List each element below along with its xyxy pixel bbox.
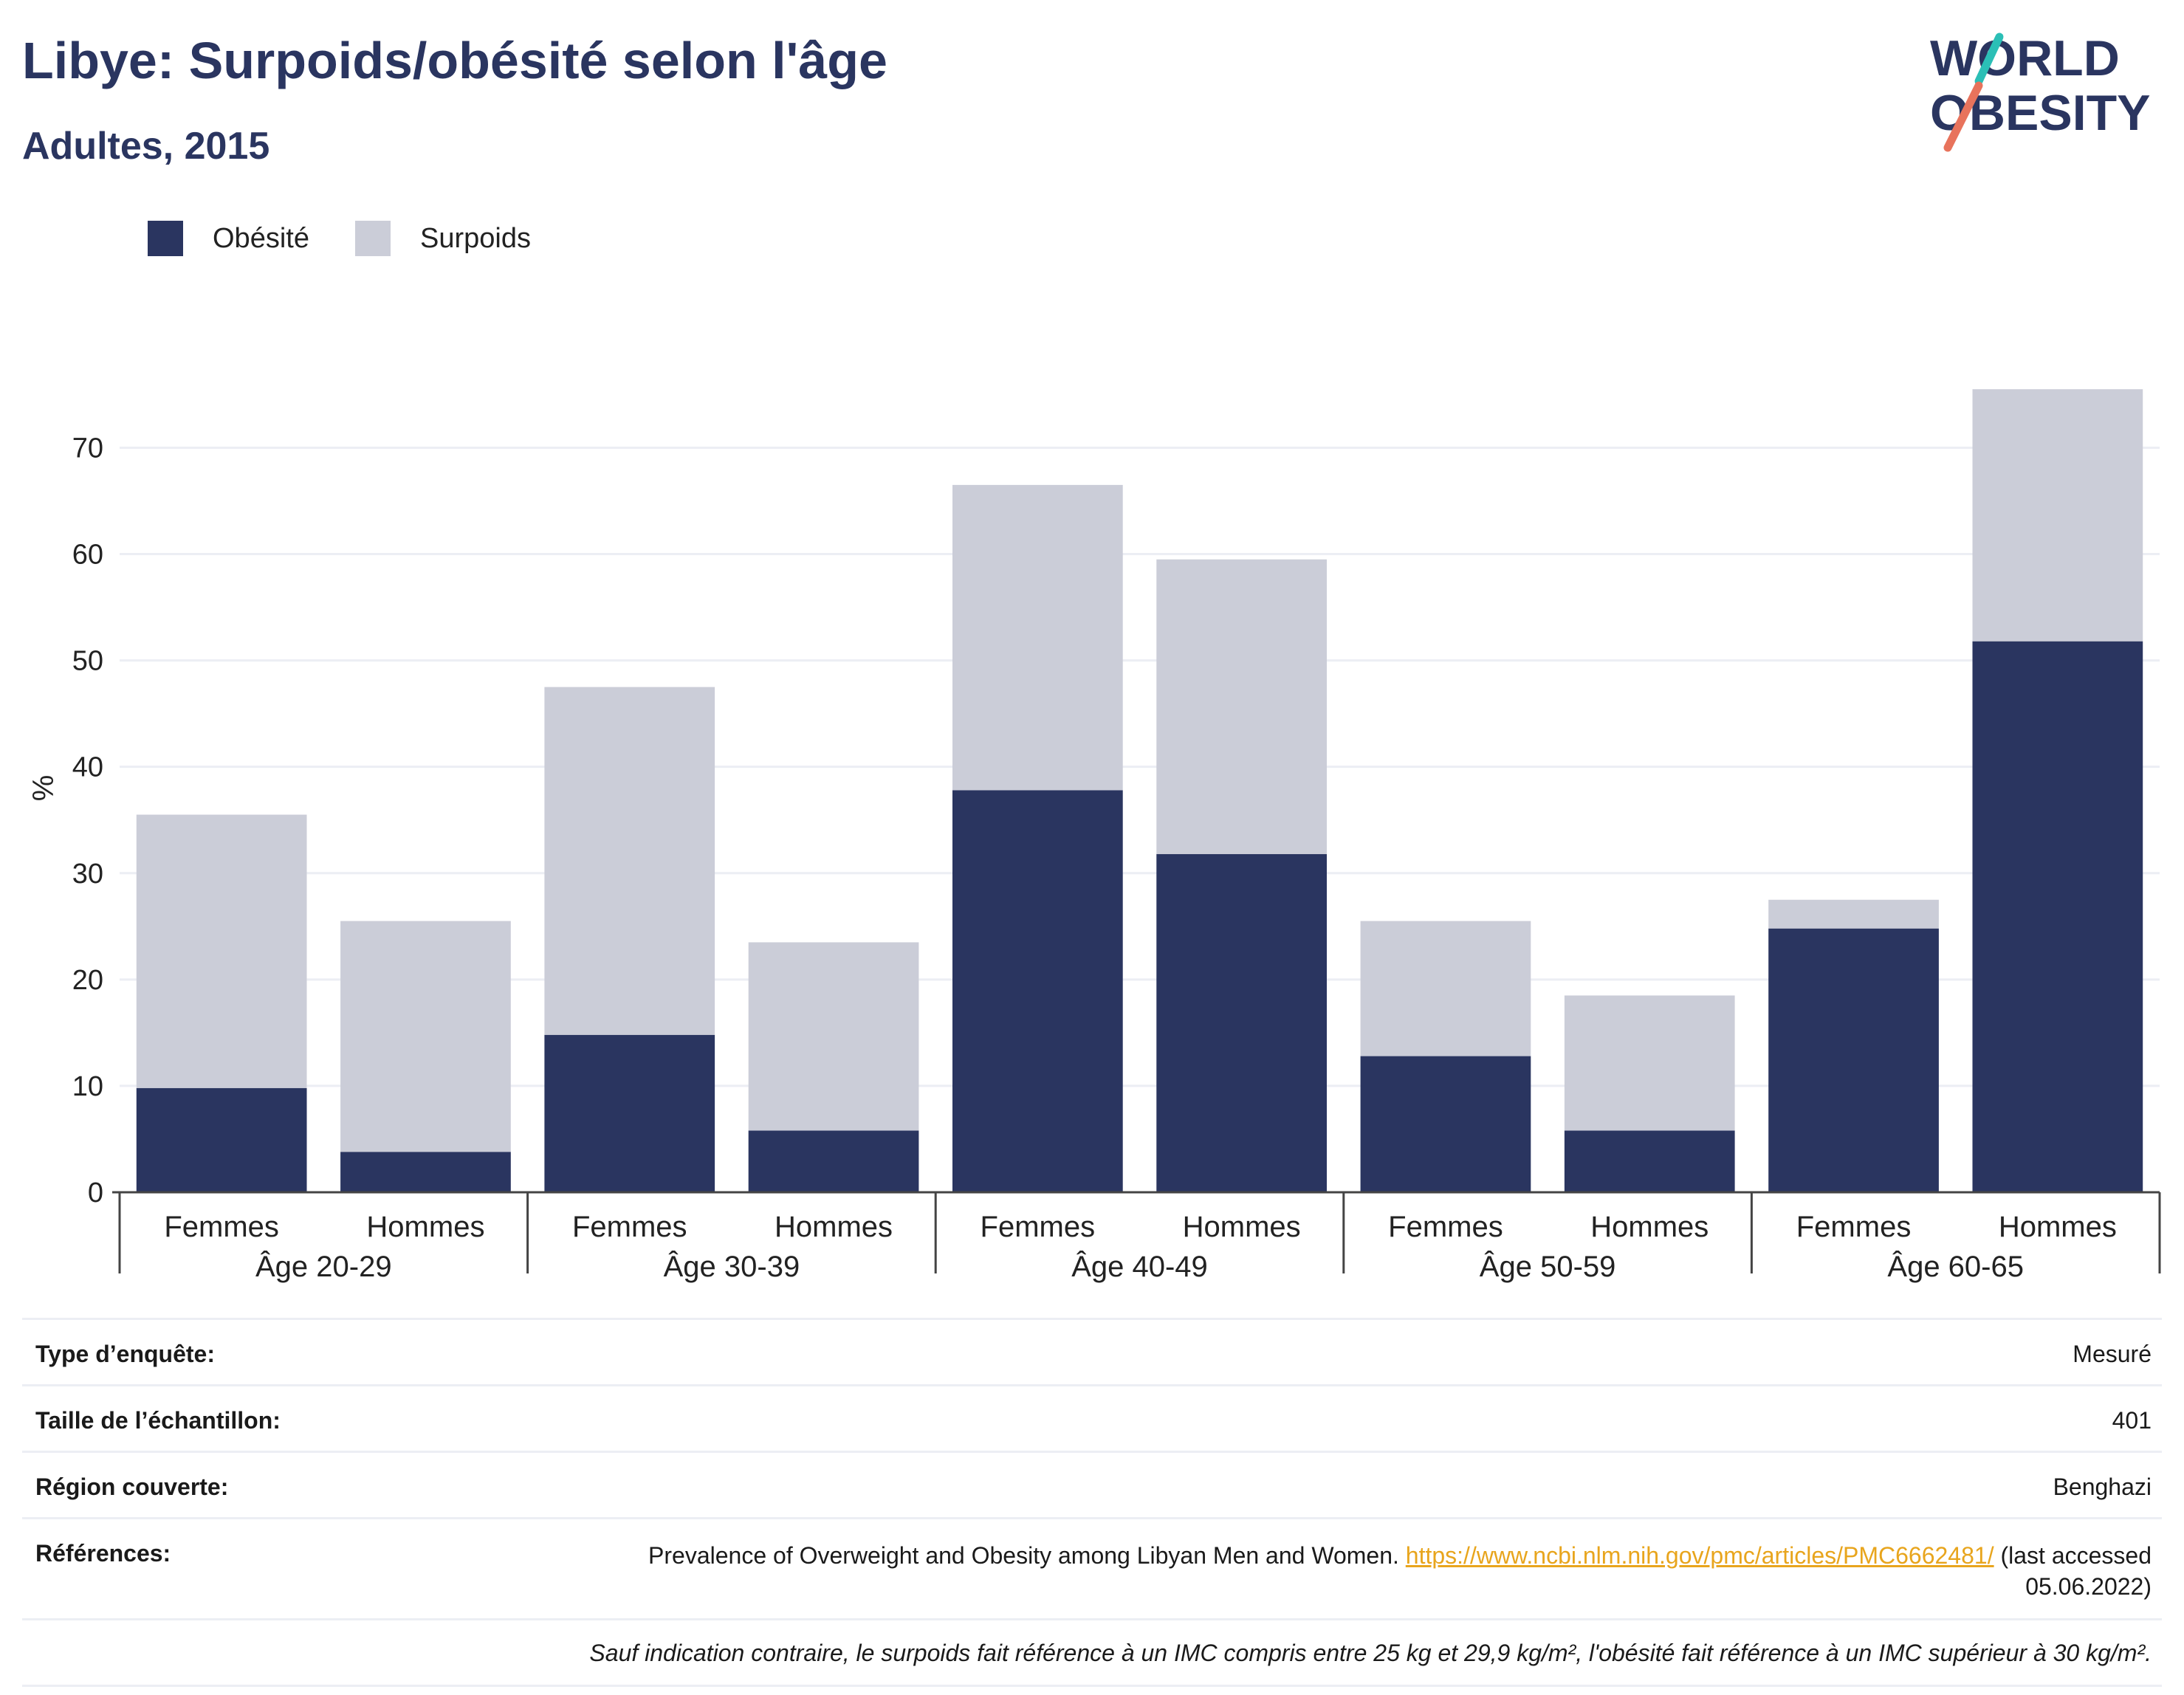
bar-obesite [952,790,1123,1192]
references-suffix: (last accessed 05.06.2022) [2000,1542,2152,1600]
bar-obesite [748,1130,919,1192]
logo-slash-teal [1974,32,2004,86]
bar-chart: 0 10 20 30 40 50 60 70% Femmes Hommes Femmes Hommes… [27,389,2161,1283]
bar-surpoids [136,814,307,1088]
sample-size-label: Taille de l’échantillon: [35,1407,281,1434]
info-row-references: Références: Prevalence of Overweight and… [22,1517,2162,1618]
survey-info-table: Type d’enquête: Mesuré Taille de l’échan… [22,1318,2162,1687]
bar-obesite [1360,1056,1531,1192]
bar-obesite [1972,641,2143,1192]
x-category-label: Femmes [572,1211,687,1243]
x-group-label: Âge 20-29 [255,1250,392,1283]
page-subtitle: Adultes, 2015 [22,125,270,168]
y-tick-label: 60 [72,540,103,571]
world-obesity-logo: WORLD OBESITY [1930,30,2151,152]
references-label: Références: [35,1540,171,1567]
x-category-label: Hommes [1183,1211,1301,1243]
bar-obesite [136,1087,307,1192]
bar-surpoids [1360,921,1531,1056]
references-link[interactable]: https://www.ncbi.nlm.nih.gov/pmc/article… [1405,1542,1994,1569]
x-category-label: Femmes [164,1211,279,1243]
region-label: Région couverte: [35,1474,229,1500]
legend-swatch-obesite [148,221,183,256]
y-tick-label: 0 [88,1177,103,1208]
bar-surpoids [952,484,1123,791]
bar-surpoids [1768,899,1939,929]
y-axis-label: % [27,775,60,802]
x-group-label: Âge 30-39 [664,1250,800,1283]
x-category-label: Femmes [1796,1211,1912,1243]
x-group-label: Âge 50-59 [1480,1250,1616,1283]
region-value: Benghazi [2053,1474,2152,1500]
legend-label-surpoids: Surpoids [419,222,531,254]
bar-surpoids [1972,389,2143,642]
y-tick-label: 40 [72,752,103,783]
x-group-label: Âge 60-65 [1887,1250,2024,1283]
x-category-label: Femmes [1388,1211,1503,1243]
references-value: Prevalence of Overweight and Obesity amo… [571,1540,2152,1602]
bar-surpoids [748,942,919,1131]
y-tick-label: 10 [72,1071,103,1102]
bar-obesite [1564,1130,1735,1192]
bar-obesite [1156,853,1328,1192]
y-tick-label: 20 [72,965,103,996]
x-group-label: Âge 40-49 [1071,1250,1208,1283]
bar-surpoids [340,921,511,1152]
bar-obesite [340,1152,511,1192]
bar-obesite [544,1034,715,1192]
sample-size-value: 401 [2112,1407,2152,1434]
x-category-label: Hommes [1999,1211,2117,1243]
references-text: Prevalence of Overweight and Obesity amo… [648,1542,1399,1569]
legend-swatch-surpoids [354,221,391,256]
definition-note: Sauf indication contraire, le surpoids f… [22,1618,2162,1687]
survey-type-value: Mesuré [2073,1341,2152,1367]
bar-surpoids [1156,559,1328,854]
chart-legend: Obésité Surpoids [148,220,577,257]
logo-text-world: WORLD [1930,30,2120,86]
x-category-label: Hommes [366,1211,484,1243]
x-category-label: Hommes [1590,1211,1709,1243]
info-row-sample-size: Taille de l’échantillon: 401 [22,1384,2162,1451]
y-tick-label: 30 [72,859,103,890]
info-row-region: Région couverte: Benghazi [22,1451,2162,1517]
y-tick-label: 50 [72,646,103,677]
info-row-survey-type: Type d’enquête: Mesuré [22,1318,2162,1384]
page-title: Libye: Surpoids/obésité selon l'âge [22,32,887,89]
legend-label-obesite: Obésité [213,222,309,254]
y-tick-label: 70 [72,433,103,464]
x-category-label: Femmes [981,1211,1096,1243]
x-category-label: Hommes [775,1211,893,1243]
bar-surpoids [544,687,715,1035]
bar-obesite [1768,928,1939,1192]
bar-surpoids [1564,995,1735,1131]
logo-slash-coral [1943,81,1983,152]
survey-type-label: Type d’enquête: [35,1341,215,1367]
